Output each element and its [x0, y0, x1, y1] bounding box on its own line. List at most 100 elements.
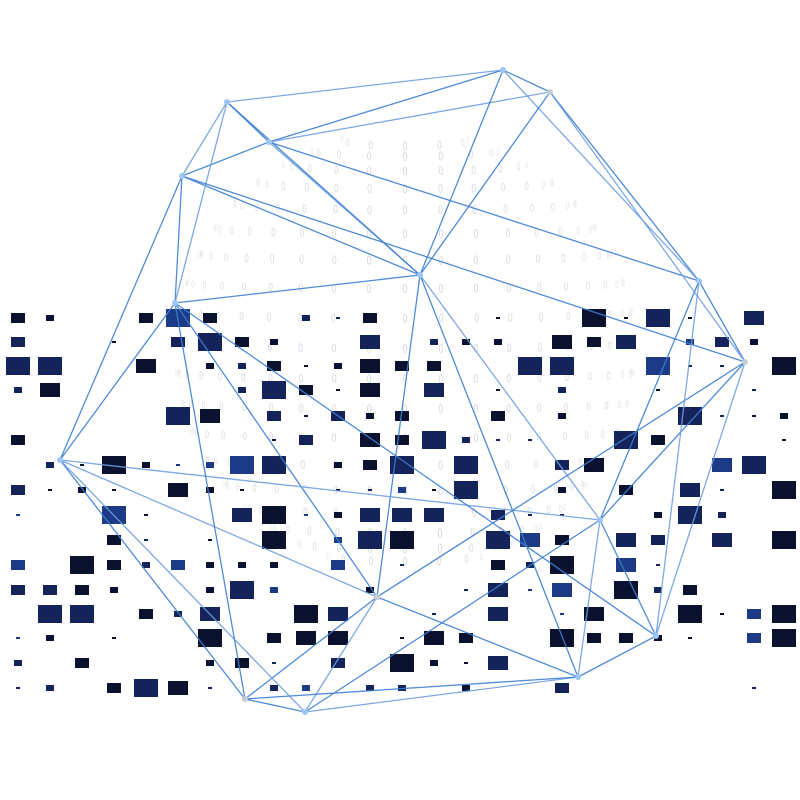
- sphere-dot: [298, 283, 303, 293]
- sphere-dot: [472, 508, 477, 518]
- pixel-block: [136, 359, 156, 373]
- sphere-dot: [620, 309, 625, 318]
- wireframe-edge: [174, 302, 657, 637]
- pixel-block: [678, 407, 702, 425]
- sphere-dot: [550, 179, 554, 187]
- pixel-block: [363, 313, 377, 323]
- sphere-dot: [402, 343, 408, 353]
- sphere-dot: [597, 252, 602, 261]
- sphere-dot: [471, 183, 476, 193]
- sphere-dot: [559, 504, 563, 513]
- sphere-dot: [332, 228, 337, 238]
- sphere-dot: [267, 342, 272, 352]
- pixel-block: [267, 361, 281, 371]
- pixel-block: [11, 485, 25, 495]
- pixel-block: [270, 685, 278, 691]
- pixel-block: [750, 339, 758, 345]
- pixel-block: [302, 685, 310, 691]
- pixel-block: [206, 660, 214, 666]
- wireframe-edge: [59, 459, 306, 713]
- wireframe-edge: [549, 91, 700, 282]
- sphere-dot: [547, 505, 551, 514]
- wireframe-edge: [59, 302, 176, 461]
- pixel-block: [395, 411, 409, 421]
- pixel-block: [560, 514, 564, 516]
- sphere-dot: [335, 527, 340, 537]
- wireframe-vertex: [302, 709, 308, 715]
- wireframe-edge: [268, 141, 700, 282]
- sphere-dot: [331, 283, 337, 293]
- pixel-block: [302, 315, 310, 321]
- pixel-block: [454, 456, 478, 474]
- pixel-block: [14, 660, 22, 666]
- pixel-block: [772, 357, 796, 375]
- pixel-block: [360, 433, 380, 447]
- pixel-block: [78, 487, 86, 493]
- pixel-block: [11, 313, 25, 323]
- pixel-block: [270, 587, 278, 593]
- sphere-dot: [402, 313, 408, 323]
- sphere-dot: [615, 280, 619, 288]
- sphere-dot: [188, 400, 193, 409]
- pixel-block: [720, 489, 724, 491]
- sphere-dot: [473, 404, 478, 414]
- sphere-dot: [563, 402, 568, 412]
- pixel-block: [558, 487, 566, 493]
- sphere-dot: [218, 225, 222, 233]
- sphere-dot: [177, 368, 181, 376]
- sphere-dot: [473, 373, 478, 384]
- sphere-dot: [334, 165, 339, 175]
- sphere-dot: [550, 178, 554, 186]
- sphere-dot: [233, 200, 237, 208]
- sphere-dot: [241, 372, 246, 382]
- sphere-dot: [305, 182, 309, 192]
- pixel-block: [38, 605, 62, 623]
- pixel-block: [112, 489, 116, 491]
- sphere-dot: [289, 163, 294, 171]
- pixel-block: [203, 313, 217, 323]
- sphere-dot: [603, 281, 608, 289]
- pixel-block: [304, 514, 308, 516]
- pixel-block: [646, 309, 670, 327]
- pixel-block: [432, 489, 436, 491]
- pixel-block: [558, 387, 566, 393]
- wireframe-edge: [419, 91, 551, 276]
- pixel-block: [400, 564, 404, 566]
- sphere-dot: [563, 431, 567, 440]
- pixel-block: [70, 605, 94, 623]
- sphere-dot: [345, 138, 350, 147]
- pixel-block: [656, 389, 660, 391]
- pixel-block: [171, 560, 185, 570]
- sphere-dot: [531, 484, 536, 494]
- sphere-dot: [268, 403, 273, 413]
- pixel-block: [488, 583, 508, 597]
- sphere-dot: [268, 523, 272, 531]
- sphere-dot: [190, 428, 194, 436]
- wireframe-edge: [549, 91, 746, 363]
- pixel-block: [491, 510, 505, 520]
- sphere-dot: [632, 369, 636, 377]
- pixel-block: [488, 607, 508, 621]
- wireframe-edge: [59, 175, 183, 461]
- sphere-dot: [212, 224, 217, 232]
- sphere-dot: [202, 281, 207, 289]
- pixel-block: [688, 365, 692, 367]
- wireframe-vertex: [547, 89, 553, 95]
- pixel-block: [198, 333, 222, 351]
- sphere-dot: [199, 250, 203, 257]
- pixel-block: [395, 435, 409, 445]
- sphere-dot: [402, 166, 408, 176]
- sphere-dot: [565, 201, 570, 210]
- pixel-block: [358, 531, 382, 549]
- wireframe-edge: [244, 698, 306, 713]
- wireframe-edge: [226, 69, 504, 103]
- pixel-block: [360, 359, 380, 373]
- pixel-block: [235, 337, 249, 347]
- pixel-block: [651, 535, 665, 545]
- wireframe-edge: [376, 361, 746, 598]
- pixel-block: [46, 462, 54, 468]
- sphere-dot: [185, 278, 189, 286]
- sphere-dot: [593, 224, 598, 232]
- sphere-dot: [225, 482, 229, 490]
